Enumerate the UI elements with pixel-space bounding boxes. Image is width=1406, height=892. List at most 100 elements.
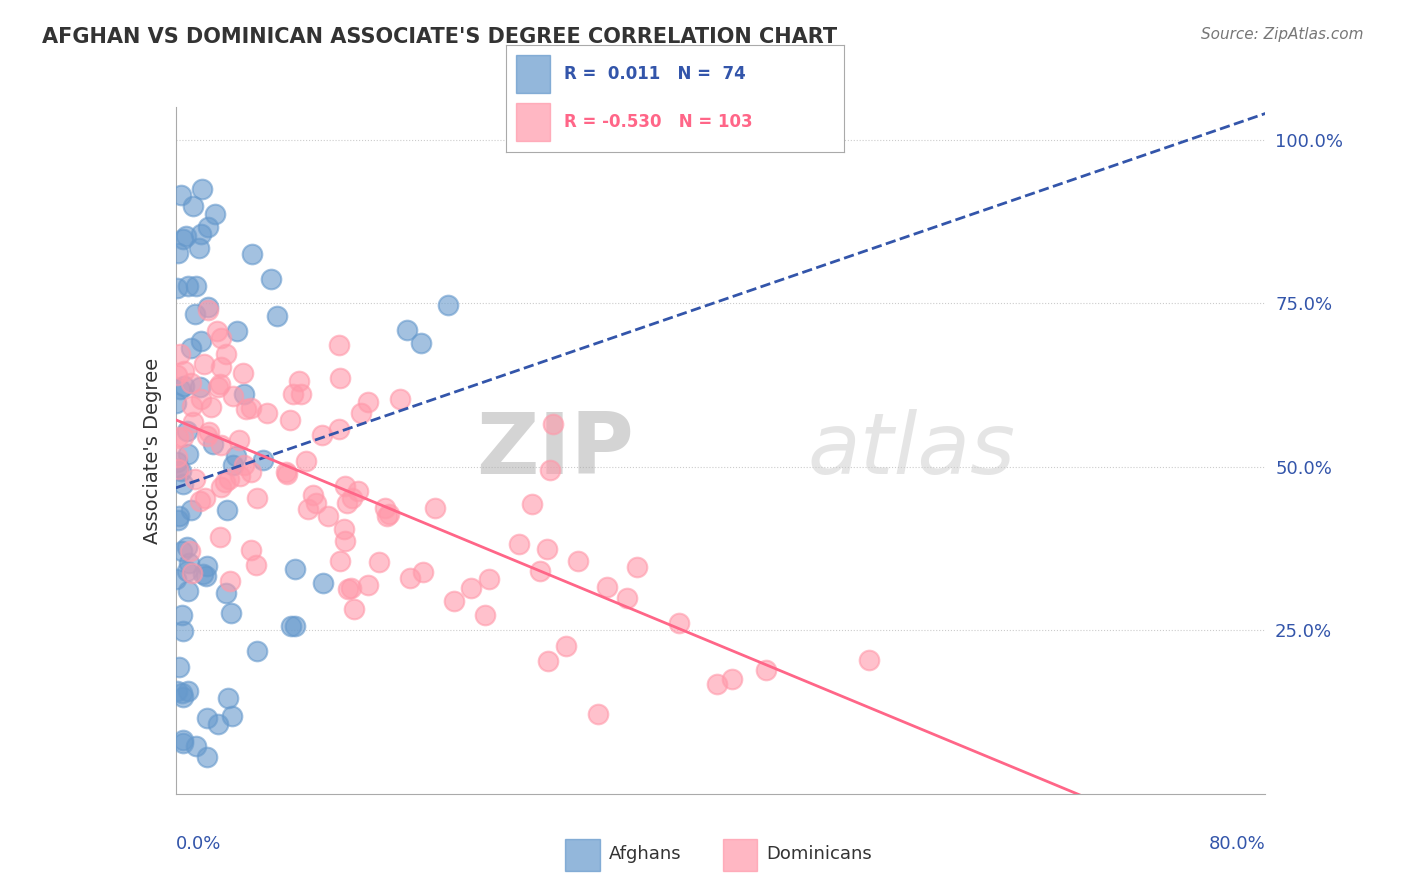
Point — [858, 653, 880, 667]
Point — [166, 246, 188, 260]
Point — [209, 480, 232, 494]
Point — [170, 188, 193, 202]
Point — [290, 386, 312, 401]
Point — [222, 388, 245, 402]
Point — [755, 663, 778, 677]
Point — [616, 591, 638, 605]
Point — [233, 387, 256, 401]
Point — [176, 564, 198, 578]
Point — [195, 429, 218, 443]
Point — [167, 462, 190, 476]
Point — [536, 542, 558, 557]
Text: Source: ZipAtlas.com: Source: ZipAtlas.com — [1201, 27, 1364, 42]
Point — [166, 368, 188, 382]
Point — [217, 690, 239, 705]
Point — [229, 469, 252, 483]
FancyBboxPatch shape — [723, 839, 758, 871]
Point — [522, 497, 544, 511]
Point — [215, 586, 238, 600]
Point — [177, 279, 200, 293]
Point — [278, 413, 301, 427]
Point — [207, 716, 229, 731]
Point — [197, 301, 219, 315]
Point — [180, 341, 202, 355]
Point — [173, 364, 195, 378]
Point — [197, 303, 219, 318]
Point — [191, 182, 214, 196]
Point — [176, 447, 198, 461]
Point — [706, 676, 728, 690]
Point — [246, 491, 269, 505]
Point — [266, 309, 288, 323]
Point — [284, 562, 307, 576]
Point — [167, 508, 190, 523]
Point — [195, 569, 218, 583]
Point — [474, 608, 496, 623]
Point — [195, 750, 218, 764]
Point — [181, 199, 204, 213]
Point — [312, 575, 335, 590]
Point — [177, 684, 200, 698]
Point — [239, 542, 262, 557]
Point — [222, 458, 245, 472]
Point — [375, 508, 398, 523]
Point — [176, 424, 198, 438]
Point — [200, 401, 222, 415]
Point — [281, 386, 304, 401]
Point — [191, 567, 214, 582]
Point — [174, 229, 197, 244]
Point — [184, 306, 207, 320]
Point — [240, 465, 263, 479]
Point — [328, 422, 350, 436]
Point — [170, 464, 193, 478]
Point — [195, 559, 218, 574]
Point — [204, 207, 226, 221]
Point — [412, 565, 434, 579]
Point — [297, 501, 319, 516]
Point — [209, 438, 232, 452]
Point — [209, 376, 232, 391]
Point — [329, 371, 352, 385]
Point — [195, 711, 218, 725]
Point — [172, 476, 194, 491]
Point — [235, 401, 257, 416]
Point — [170, 543, 193, 558]
Point — [374, 500, 396, 515]
Point — [588, 707, 610, 722]
Point — [166, 684, 188, 698]
Point — [167, 462, 190, 476]
Point — [311, 427, 333, 442]
Point — [188, 241, 211, 255]
Text: Afghans: Afghans — [609, 845, 682, 863]
Point — [193, 357, 215, 371]
Point — [218, 472, 240, 486]
Text: ZIP: ZIP — [475, 409, 633, 492]
Point — [357, 578, 380, 592]
Point — [460, 581, 482, 595]
Point — [172, 732, 194, 747]
Point — [274, 465, 297, 479]
Point — [333, 478, 356, 492]
Point — [538, 463, 561, 477]
Point — [567, 554, 589, 568]
Text: Dominicans: Dominicans — [766, 845, 872, 863]
Point — [166, 281, 188, 295]
Y-axis label: Associate's Degree: Associate's Degree — [143, 358, 162, 543]
Point — [207, 380, 229, 394]
Point — [225, 325, 247, 339]
Point — [337, 582, 360, 596]
Point — [172, 430, 194, 444]
Point — [218, 574, 240, 588]
Point — [508, 536, 530, 550]
Point — [169, 347, 191, 361]
Point — [211, 359, 233, 374]
Point — [343, 602, 366, 616]
Text: 80.0%: 80.0% — [1209, 835, 1265, 853]
Point — [166, 455, 188, 469]
Point — [242, 247, 264, 261]
Point — [172, 736, 194, 750]
Point — [167, 513, 190, 527]
Point — [294, 454, 316, 468]
Point — [252, 453, 274, 467]
Point — [288, 374, 311, 388]
